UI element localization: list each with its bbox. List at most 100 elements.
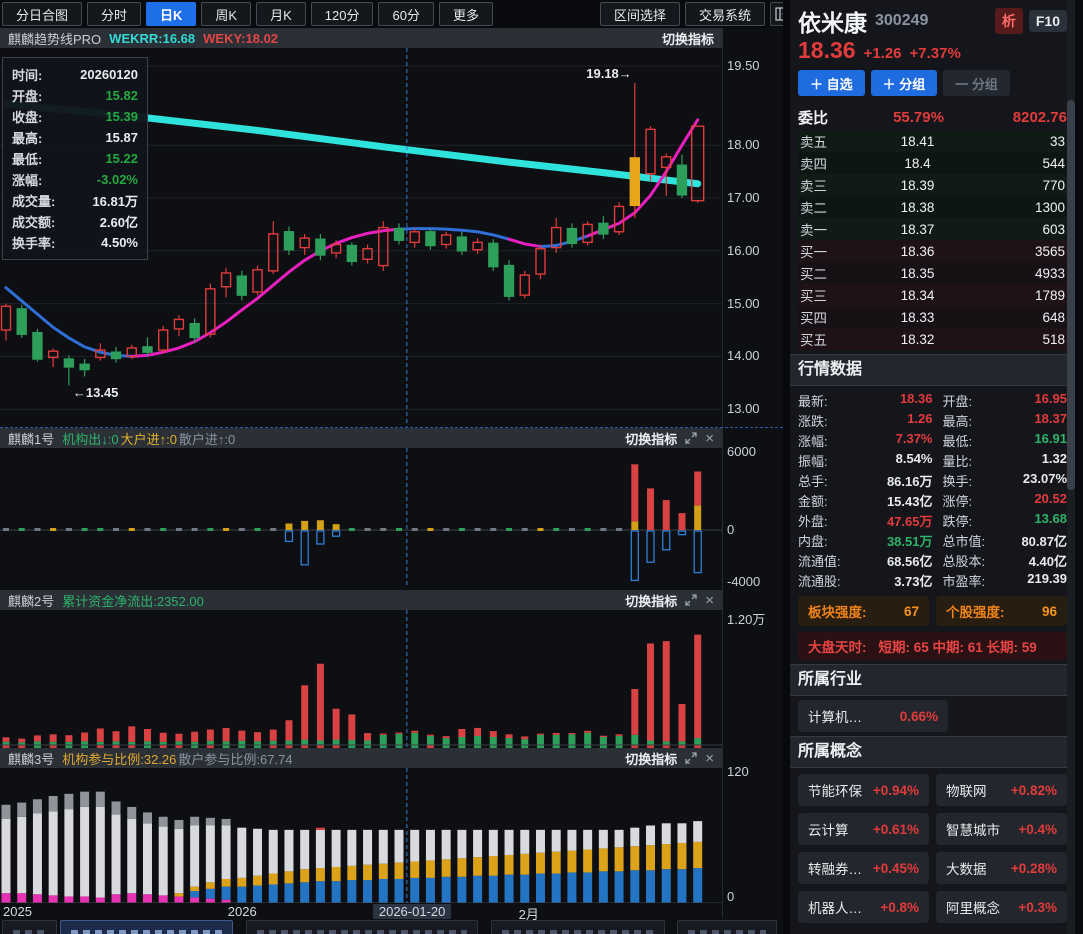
quote-cell: 总市值: 80.87亿: [933, 531, 1068, 550]
industry-chip[interactable]: 计算机… 0.66%: [798, 700, 948, 732]
stock-strength-chip[interactable]: 个股强度: 96: [936, 596, 1067, 626]
quote-row: 涨幅: 7.37% 最低: 16.91: [798, 430, 1067, 450]
scrollbar[interactable]: [1067, 0, 1075, 934]
quote-cell: 振幅: 8.54%: [798, 451, 933, 470]
concept-change: +0.8%: [880, 899, 919, 915]
candle: [330, 243, 342, 254]
pane3-chart[interactable]: [0, 768, 722, 903]
switch-indicator-button[interactable]: 切换指标: [625, 751, 678, 767]
tab-60分[interactable]: 60分: [378, 2, 434, 26]
candle: [220, 272, 232, 288]
level-volume: 1789: [1034, 287, 1065, 303]
pane-divider[interactable]: [0, 427, 783, 428]
range-select-button[interactable]: 区间选择: [600, 2, 681, 26]
candle: [629, 157, 640, 207]
concept-chip[interactable]: 节能环保 +0.94%: [798, 774, 929, 806]
concept-chip[interactable]: 智慧城市 +0.4%: [936, 813, 1067, 845]
candle: [189, 322, 200, 339]
close-icon[interactable]: ×: [705, 429, 714, 447]
price-axis-gutter: 19.50 18.00 17.00 16.00 15.00 14.00 13.00 6000 0…: [722, 28, 783, 918]
market-timing-value: 短期: 65 中期: 61 长期: 59: [878, 640, 1037, 655]
tooltip-label: 涨幅:: [12, 173, 43, 188]
expand-icon[interactable]: [685, 432, 697, 444]
quote-row: 金额: 15.43亿 涨停: 20.52: [798, 490, 1067, 510]
switch-indicator-button[interactable]: 切换指标: [625, 593, 678, 609]
bottom-indicator-tab[interactable]: [246, 920, 478, 934]
clipped-tab-text: [13, 930, 46, 934]
quote-row: 振幅: 8.54% 量比: 1.32: [798, 450, 1067, 470]
candle: [393, 227, 405, 241]
tab-120分[interactable]: 120分: [310, 2, 374, 26]
concept-chip[interactable]: 大数据 +0.28%: [936, 852, 1067, 884]
pane2-legend: 累计资金净流出:2352.00: [62, 591, 206, 610]
quote-label: 金额:: [798, 493, 828, 509]
market-timing-chip[interactable]: 大盘天时: 短期: 65 中期: 61 长期: 59: [798, 632, 1067, 660]
period-tabs: 分日合图 分时 日K 周K 月K 120分 60分 更多: [2, 2, 493, 26]
expand-icon[interactable]: [685, 752, 697, 764]
concept-change: +0.45%: [872, 860, 919, 876]
tooltip-value: 15.39: [105, 109, 138, 124]
candle: [440, 234, 452, 246]
pane1-chart[interactable]: [0, 448, 722, 588]
add-watchlist-button[interactable]: ＋ 自选: [798, 70, 865, 96]
tooltip-value: 20260120: [80, 67, 138, 82]
pane2-chart[interactable]: [0, 610, 722, 748]
concept-name: 物联网: [946, 784, 987, 799]
industry-name: 计算机…: [808, 710, 862, 725]
concept-name: 机器人…: [808, 901, 862, 916]
quote-label: 涨停:: [942, 493, 973, 509]
order-book: 卖五 18.41 33 卖四 18.4 544 卖三 18.39 770 卖二 18.38 1300 卖…: [798, 130, 1067, 350]
quote-value: 23.07%: [1022, 470, 1067, 486]
concept-chip[interactable]: 转融券… +0.45%: [798, 852, 929, 884]
bottom-indicator-tab[interactable]: [2, 920, 57, 934]
x-axis-label: 2026-01-20: [372, 904, 452, 919]
candle: [472, 241, 483, 251]
strength-chips: 板块强度: 67 个股强度: 96: [798, 596, 1067, 626]
candle: [299, 237, 310, 249]
analyze-badge[interactable]: 析: [994, 8, 1023, 34]
tab-分日合图[interactable]: 分日合图: [2, 2, 83, 26]
candle: [79, 363, 90, 371]
bottom-indicator-tab[interactable]: [677, 920, 777, 934]
remove-group-button[interactable]: 一 分组: [943, 70, 1010, 96]
concept-chip[interactable]: 阿里概念 +0.3%: [936, 891, 1067, 923]
sector-strength-label: 板块强度:: [808, 605, 867, 620]
tab-日K[interactable]: 日K: [146, 2, 197, 26]
close-icon[interactable]: ×: [705, 749, 714, 767]
sector-strength-chip[interactable]: 板块强度: 67: [798, 596, 929, 626]
quote-label: 总手:: [798, 473, 828, 489]
concept-chip[interactable]: 机器人… +0.8%: [798, 891, 929, 923]
tab-分时[interactable]: 分时: [87, 2, 142, 26]
quote-cell: 开盘: 16.95: [933, 391, 1068, 410]
close-icon[interactable]: ×: [705, 591, 714, 609]
switch-indicator-button[interactable]: 切换指标: [625, 431, 678, 447]
switch-indicator-button[interactable]: 切换指标: [661, 31, 714, 47]
candle: [47, 350, 59, 359]
quote-value: 47.65万: [886, 513, 933, 529]
candle: [566, 227, 578, 245]
tooltip-row: 换手率: 4.50%: [12, 232, 138, 253]
concept-chip[interactable]: 云计算 +0.61%: [798, 813, 929, 845]
expand-icon[interactable]: [685, 594, 697, 606]
tab-更多[interactable]: 更多: [438, 2, 493, 26]
clipped-tab-text: [502, 930, 654, 934]
add-group-button[interactable]: ＋ 分组: [870, 70, 938, 96]
quote-label: 最新:: [798, 393, 828, 409]
quote-value: 15.43亿: [886, 493, 933, 509]
pane3-legend: 机构参与比例:32.26 散户参与比例:67.74: [62, 749, 294, 768]
level-price: 18.38: [900, 199, 935, 215]
tab-月K[interactable]: 月K: [256, 2, 306, 26]
concept-chip[interactable]: 物联网 +0.82%: [936, 774, 1067, 806]
bottom-indicator-tab[interactable]: [60, 920, 233, 934]
candle: [32, 331, 43, 360]
level-volume: 544: [1042, 155, 1065, 171]
f10-badge[interactable]: F10: [1028, 10, 1067, 32]
bottom-indicator-tab[interactable]: [491, 920, 665, 934]
legend-item: 机构出↓:0: [62, 431, 119, 447]
x-axis-label: 2月: [518, 907, 539, 922]
scrollbar-thumb[interactable]: [1067, 100, 1075, 490]
tab-周K[interactable]: 周K: [201, 2, 252, 26]
trade-system-button[interactable]: 交易系统: [685, 2, 766, 26]
indicator-title: 麒麟1号: [8, 431, 55, 447]
quote-label: 换手:: [942, 473, 973, 489]
